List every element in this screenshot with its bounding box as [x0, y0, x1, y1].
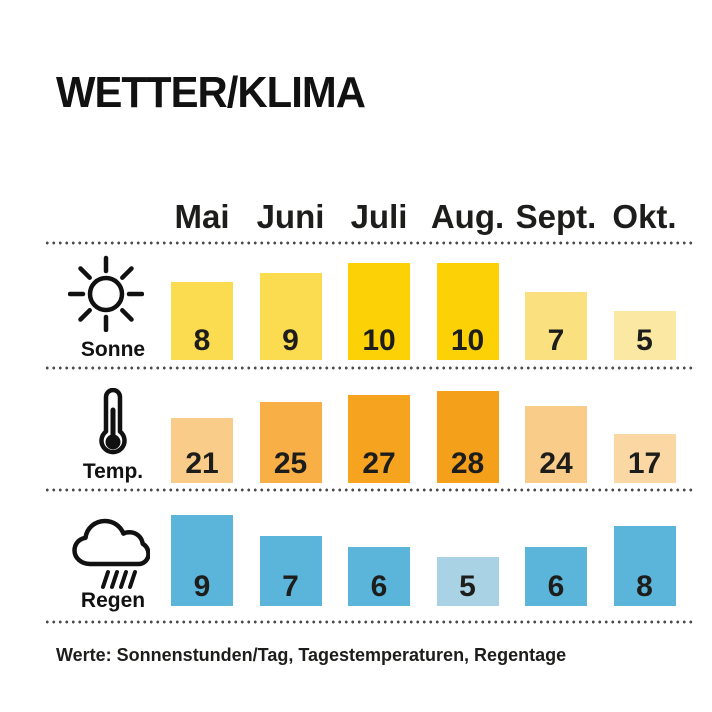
- row-label-sonne: Sonne: [80, 338, 146, 361]
- bar-value-label: 9: [282, 324, 299, 357]
- bar-thermometer-Juli: 27: [348, 395, 410, 483]
- bar-value-label: 10: [450, 324, 485, 357]
- bar-value-label: 21: [185, 447, 219, 480]
- bar-rain-cloud-Sept: 6: [525, 547, 587, 606]
- bar-rain-cloud-Aug: 5: [436, 557, 499, 606]
- bar-value-label: 6: [370, 570, 388, 603]
- bar-thermometer-Juni: 25: [259, 402, 322, 483]
- bar-value-label: 6: [547, 570, 565, 603]
- bar-sun-Mai: 8: [171, 282, 233, 360]
- separator-line: [44, 620, 694, 624]
- bar-thermometer-Aug: 28: [436, 391, 499, 483]
- bar-rain-cloud-Okt: 8: [613, 526, 676, 606]
- bar-value-label: 5: [459, 570, 476, 603]
- bar-value-label: 25: [273, 447, 308, 480]
- row-label-regen: Regen: [80, 589, 146, 612]
- month-label: Sept.: [515, 198, 597, 235]
- bar-thermometer-Mai: 21: [171, 418, 233, 483]
- bar-thermometer-Okt: 17: [613, 434, 676, 483]
- month-label: Mai: [174, 198, 230, 235]
- separator-line: [44, 366, 694, 370]
- rain-cloud-icon: [72, 518, 150, 589]
- bar-sun-Juli: 10: [348, 263, 410, 360]
- bar-value-label: 27: [362, 447, 396, 480]
- month-label: Juni: [256, 198, 325, 235]
- bar-value-label: 8: [193, 324, 211, 357]
- sun-icon: [68, 255, 144, 332]
- bar-rain-cloud-Mai: 9: [171, 515, 233, 606]
- bar-value-label: 7: [282, 570, 299, 603]
- month-label: Okt.: [612, 198, 677, 235]
- row-label-temp: Temp.: [82, 460, 144, 483]
- bar-rain-cloud-Juli: 6: [348, 547, 410, 606]
- bar-value-label: 5: [636, 324, 653, 357]
- bar-thermometer-Sept: 24: [525, 406, 587, 483]
- bar-sun-Juni: 9: [259, 273, 322, 360]
- bar-value-label: 17: [627, 447, 662, 480]
- month-label: Aug.: [430, 198, 505, 235]
- page-title: WETTER/KLIMA: [56, 68, 366, 117]
- bar-value-label: 10: [362, 324, 396, 357]
- bar-value-label: 7: [547, 324, 565, 357]
- thermometer-icon: [99, 388, 127, 455]
- footnote: Werte: Sonnenstunden/Tag, Tagestemperatu…: [56, 645, 567, 665]
- bar-value-label: 9: [193, 570, 211, 603]
- bar-rain-cloud-Juni: 7: [259, 536, 322, 606]
- month-label: Juli: [350, 198, 408, 235]
- separator-line: [44, 488, 694, 492]
- bar-value-label: 28: [450, 447, 485, 480]
- separator-line: [44, 241, 694, 245]
- bar-sun-Okt: 5: [613, 311, 676, 360]
- bar-sun-Aug: 10: [436, 263, 499, 360]
- bar-value-label: 24: [539, 447, 573, 480]
- bar-value-label: 8: [636, 570, 653, 603]
- bar-sun-Sept: 7: [525, 292, 587, 360]
